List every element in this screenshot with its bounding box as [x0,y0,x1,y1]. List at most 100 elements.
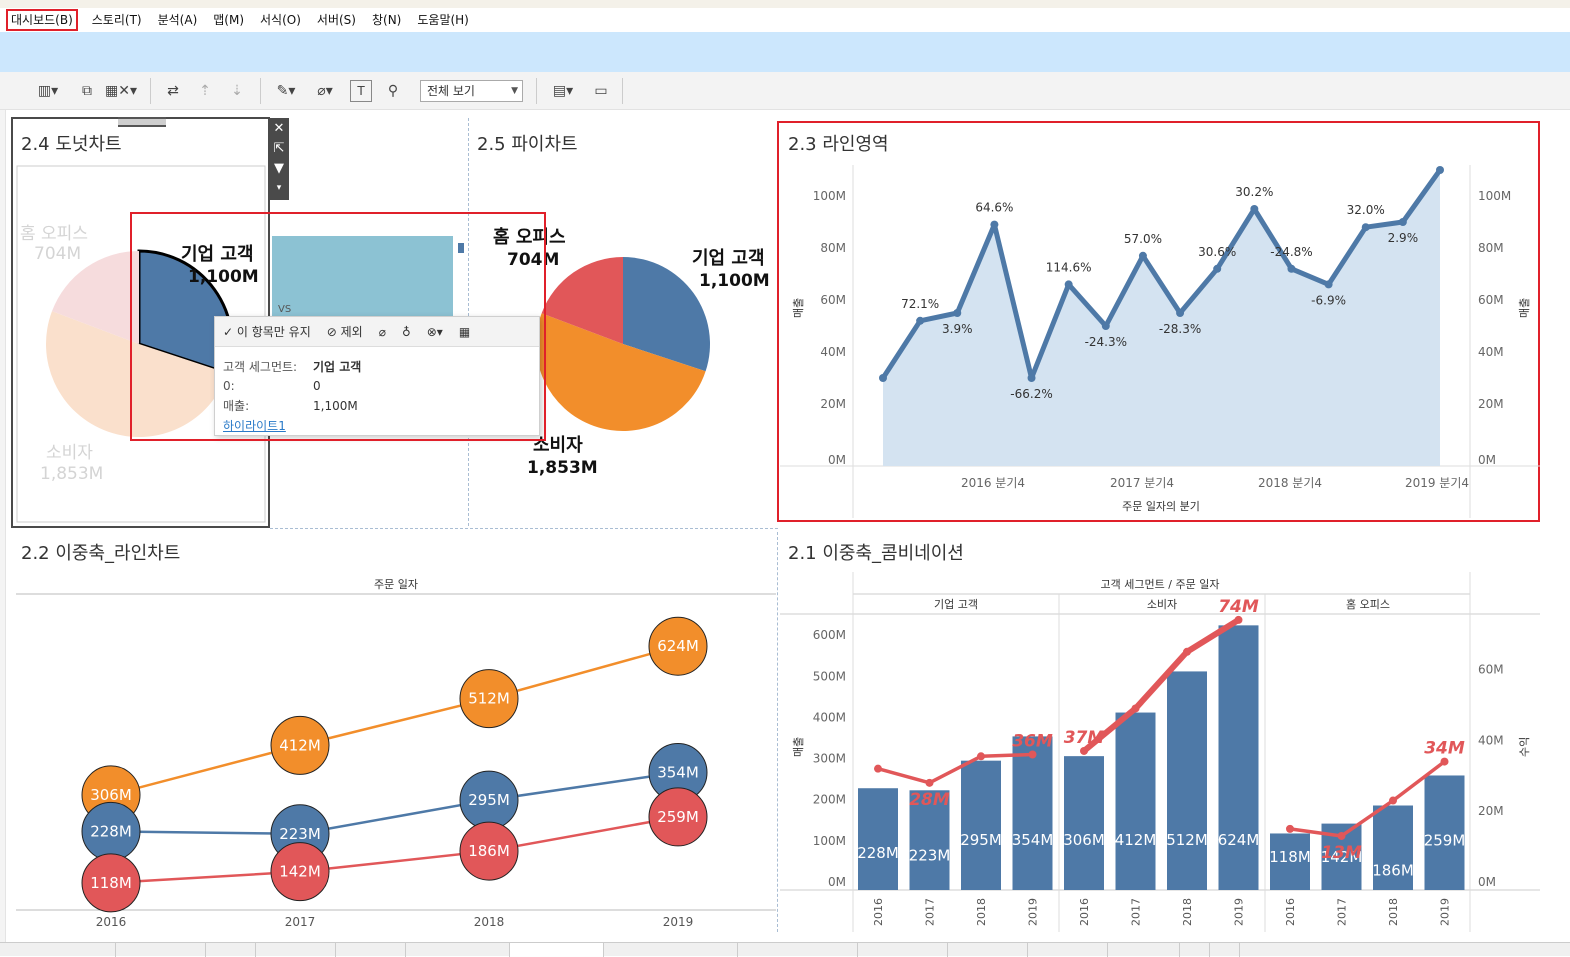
x-tick-label: 2019 [1439,898,1452,926]
sheet-tab[interactable] [1028,943,1108,957]
bar [1218,625,1259,890]
toolbar-divider [260,78,261,104]
data-point [1176,309,1185,317]
menu-format[interactable]: 서식(O) [260,13,301,27]
series-line [110,771,679,836]
pie-chart[interactable] [470,118,776,526]
bar-label: 624M [1218,831,1260,849]
data-point [1064,280,1073,289]
donut-label-corp: 기업 고객 [181,244,254,265]
menu-analysis[interactable]: 분석(A) [157,13,198,27]
sort-asc-icon[interactable]: ⇡ [199,83,211,99]
dual-line-chart[interactable]: 주문 일자 2016 2017 2018 2019 306M 412M 512M 624M 22… [16,572,776,932]
profit-point [1389,796,1397,805]
y2-tick-label: 40M [1478,733,1504,747]
sheet-tab[interactable] [116,943,206,957]
sheet-tab[interactable] [336,943,406,957]
y-axis-title: 매출 [792,737,805,757]
new-sheet-icon[interactable] [1150,943,1180,957]
tooltip: ✓ 이 항목만 유지 ⊘ 제외 ⌀ ♁ ⊗▾ ▦ 고객 세그먼트: 기업 고객 0… [214,316,540,436]
attach-icon[interactable]: ⌀▾ [317,83,333,99]
sheet-tabs [0,942,1570,957]
line-area-chart[interactable]: 0M 0M 20M 20M 40M 40M 60M 60M 80M 80M 100M 100M 72.… [780,160,1540,520]
keep-only-button[interactable]: ✓ 이 항목만 유지 [223,325,311,339]
view-data-icon[interactable]: ▦ [458,324,471,339]
drag-handle[interactable] [118,117,166,127]
add-sheet-icon[interactable]: ▥▾ [37,83,59,99]
sheet-tab[interactable] [206,943,256,957]
sheet-title-pie[interactable]: 2.5 파이차트 [477,134,578,155]
sheet-tab[interactable] [604,943,738,957]
highlight-link[interactable]: 하이라이트1 [223,419,286,433]
data-label: 72.1% [901,297,939,311]
more-options-icon[interactable]: ▾ [276,183,282,193]
menu-story[interactable]: 스토리(T) [91,13,142,27]
group-icon[interactable]: ⊗▾ [426,324,443,339]
pie-label-corp: 기업 고객 [692,248,765,269]
clear-icon[interactable]: ▦✕▾ [105,83,137,99]
data-point [648,787,708,847]
exclude-button[interactable]: ⊘ 제외 [326,325,363,339]
x-tick-label: 2017 [1130,898,1143,926]
data-point [648,616,708,676]
data-point [1324,280,1333,289]
text-icon[interactable]: T [350,80,372,102]
new-dashboard-icon[interactable] [1180,943,1210,957]
view-select[interactable]: 전체 보기 ▼ [420,80,523,102]
profit-point [1440,757,1449,766]
pin-icon[interactable]: ⚲ [387,83,399,99]
filter-icon[interactable]: ▼ [274,160,284,176]
data-label: -66.2% [1010,387,1052,401]
bar-label: 354M [1012,831,1054,849]
sheet-tab[interactable] [858,943,948,957]
y2-tick-label: 80M [1478,241,1504,255]
data-label: 30.6% [1198,245,1236,259]
menu-server[interactable]: 서버(S) [316,13,356,27]
y-tick-label: 60M [820,293,846,307]
sort-desc-icon[interactable]: ⇣ [231,83,243,99]
x-tick-label: 2016 분기4 [961,476,1025,490]
sheet-tab[interactable] [16,943,116,957]
paperclip-icon[interactable]: ⌀ [378,324,386,339]
data-label: 186M [468,842,510,860]
donut-value-corp: 1,100M [188,267,259,287]
profit-label: 28M [909,790,950,810]
new-story-icon[interactable] [1210,943,1240,957]
highlight-icon[interactable]: ✎▾ [276,83,296,99]
sheet-divider [777,532,778,932]
data-point [1250,205,1259,213]
sheet-tab[interactable] [948,943,1028,957]
sheet-divider [270,528,778,529]
sheet-tab[interactable] [738,943,858,957]
presentation-icon[interactable]: ▭ [594,83,608,99]
swap-icon[interactable]: ⇄ [167,83,179,99]
sheet-title-donut[interactable]: 2.4 도넛차트 [21,134,122,155]
sheet-tab-active[interactable] [510,943,604,957]
duplicate-icon[interactable]: ⧉ [82,83,92,99]
sheet-title-line-area[interactable]: 2.3 라인영역 [788,134,889,155]
close-icon[interactable]: ✕ [273,120,285,136]
go-to-sheet-icon[interactable]: ⇱ [273,140,285,156]
y-tick-label: 500M [813,669,846,683]
show-me-icon[interactable]: ▤▾ [552,83,574,99]
profit-point [977,752,985,761]
sheet-tab[interactable] [406,943,510,957]
sheet-title-combo[interactable]: 2.1 이중축_콤비네이션 [788,543,964,564]
menu-dashboard[interactable]: 대시보드(B) [6,9,78,31]
sheet-tab[interactable] [256,943,336,957]
menu-map[interactable]: 맵(M) [213,13,245,27]
menu-help[interactable]: 도움말(H) [417,13,469,27]
data-label: 57.0% [1124,232,1162,246]
sheet-title-dual-line[interactable]: 2.2 이중축_라인차트 [21,543,181,564]
y-tick-label: 20M [820,397,846,411]
menu-window[interactable]: 창(N) [371,13,402,27]
data-point [1398,218,1407,226]
lightbulb-icon[interactable]: ♁ [401,324,411,339]
profit-point [1131,704,1140,713]
y-tick-label: 80M [820,241,846,255]
bar-label: 512M [1166,831,1208,849]
bar [858,788,898,890]
donut-chart[interactable] [12,118,270,528]
y2-tick-label: 0M [1478,875,1496,889]
